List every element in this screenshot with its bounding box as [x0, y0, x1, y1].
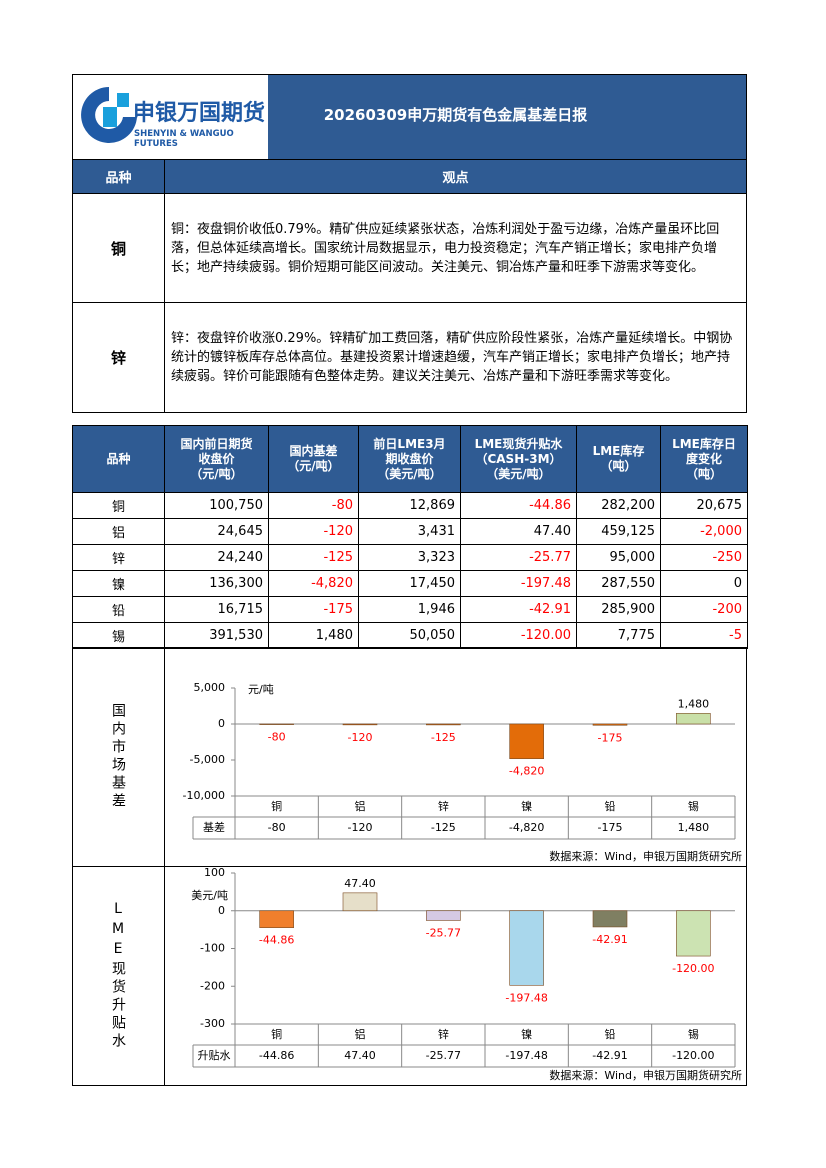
- y-tick-label: 100: [204, 866, 225, 879]
- bar: [592, 723, 628, 726]
- table-value: 1,480: [678, 821, 710, 834]
- category-label: 锡: [688, 1027, 699, 1041]
- value-label: -120.00: [672, 962, 714, 975]
- table-value: -4,820: [509, 821, 544, 834]
- chart-frame: [72, 866, 747, 1086]
- y-tick-label: 5,000: [194, 681, 226, 694]
- table-value: -120.00: [672, 1049, 714, 1062]
- table-row-label: 基差: [203, 820, 225, 834]
- bar: [509, 723, 544, 760]
- table-header: 国内基差 （元/吨）: [268, 425, 359, 493]
- divider: [164, 647, 165, 1086]
- table-header: 国内前日期货 收盘价 （元/吨）: [164, 425, 269, 493]
- value-label: 1,480: [678, 697, 710, 710]
- table-value: -175: [598, 821, 623, 834]
- category-label: 铜: [271, 1027, 282, 1041]
- table-header: 品种: [72, 425, 165, 493]
- table-value: -42.91: [592, 1049, 627, 1062]
- value-label: -25.77: [426, 926, 461, 939]
- source: 数据来源：Wind，申银万国期货研究所: [549, 1068, 742, 1082]
- value-label: -197.48: [505, 991, 547, 1004]
- logo-subtext: SHENYIN & WANGUO FUTURES: [134, 129, 234, 149]
- category-label: 锌: [438, 799, 449, 813]
- logo-text: 申银万国期货: [133, 101, 266, 126]
- y-tick-label: -100: [200, 942, 225, 955]
- category-label: 锌: [438, 1027, 449, 1041]
- bar: [592, 910, 628, 928]
- bar: [342, 892, 378, 912]
- value-label: -175: [598, 731, 623, 744]
- bar: [676, 713, 711, 725]
- bar: [509, 910, 544, 986]
- bar: [259, 910, 294, 928]
- bar: [426, 723, 461, 726]
- view-text: 锌：夜盘锌价收涨0.29%。锌精矿加工费回落，精矿供应阶段性紧张，冶炼产量延续增…: [164, 302, 747, 413]
- category-label: 锡: [688, 799, 699, 813]
- y-tick-label: 0: [218, 904, 225, 917]
- category-label: 镍: [521, 799, 532, 813]
- bar: [259, 723, 294, 725]
- y-label: 元/吨: [248, 683, 274, 696]
- category-label: 铝: [355, 1027, 366, 1041]
- table-value: -25.77: [426, 1049, 461, 1062]
- value-label: -80: [268, 731, 286, 744]
- category-label: 铝: [355, 799, 366, 813]
- category-label: 铜: [271, 799, 282, 813]
- bar: [342, 723, 378, 726]
- value-label: 47.40: [344, 877, 376, 890]
- value-label: -120: [348, 731, 373, 744]
- table-header: LME库存 （吨）: [576, 425, 661, 493]
- view-text: 铜：夜盘铜价收低0.79%。精矿供应延续紧张状态，冶炼利润处于盈亏边缘，冶炼产量…: [164, 193, 747, 303]
- bar: [426, 910, 461, 921]
- table-row-label: 升贴水: [198, 1048, 231, 1062]
- bar: [676, 910, 711, 957]
- y-tick-label: -200: [200, 979, 225, 992]
- y-tick-label: -300: [200, 1017, 225, 1030]
- logo: 申银万国期货 SHENYIN & WANGUO FUTURES: [73, 75, 268, 159]
- category-label: 镍: [521, 1027, 532, 1041]
- table-cell: -5: [660, 622, 748, 649]
- table-header: LME库存日 度变化 （吨）: [660, 425, 748, 493]
- y-tick-label: -10,000: [183, 789, 225, 802]
- section-label: LME现货升贴水: [110, 901, 126, 1051]
- table-value: -197.48: [505, 1049, 547, 1062]
- value-label: -125: [431, 731, 456, 744]
- table-value: -125: [431, 821, 456, 834]
- y-tick-label: -5,000: [190, 753, 225, 766]
- y-tick-label: 0: [218, 717, 225, 730]
- section-label: 国内市场基差: [110, 703, 126, 811]
- source: 数据来源：Wind，申银万国期货研究所: [549, 849, 742, 863]
- table-value: -80: [268, 821, 286, 834]
- views-header: 观点: [164, 159, 747, 194]
- value-label: -4,820: [509, 765, 544, 778]
- title: 20260309申万期货有色金属基差日报: [323, 106, 588, 124]
- views-header: 品种: [72, 159, 165, 194]
- y-label: 美元/吨: [191, 889, 228, 902]
- table-value: -44.86: [259, 1049, 294, 1062]
- table-value: -120: [348, 821, 373, 834]
- logo-icon: [81, 87, 137, 143]
- value-label: -44.86: [259, 934, 294, 947]
- category-label: 铅: [605, 1027, 616, 1041]
- value-label: -42.91: [592, 933, 627, 946]
- category-label: 铅: [605, 799, 616, 813]
- table-value: 47.40: [344, 1049, 376, 1062]
